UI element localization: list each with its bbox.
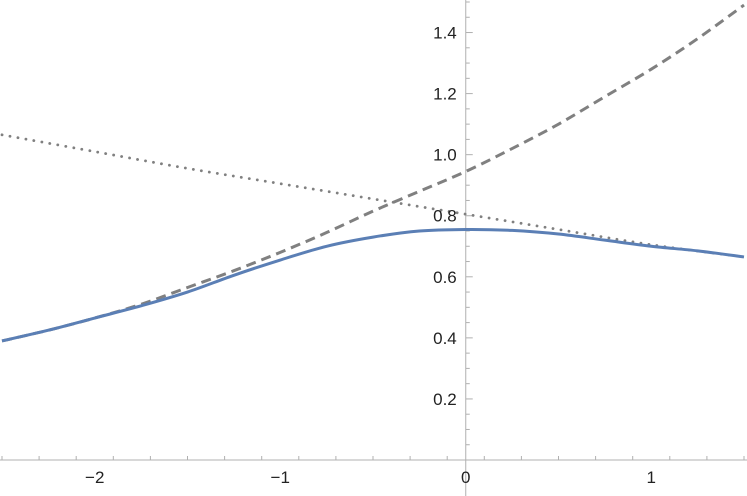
y-tick-label: 0.4 [433, 329, 457, 348]
series-line-solid [1, 227, 745, 343]
y-tick-label: 1.2 [433, 85, 457, 104]
series-line-dotted [0, 133, 746, 259]
y-tick-label: 0.6 [433, 268, 457, 287]
y-tick-label: 0.8 [433, 207, 457, 226]
series-layer [0, 3, 746, 343]
x-tick-label: 1 [647, 468, 656, 487]
series-line-dashed [1, 3, 745, 343]
tick-labels: −2 −1 0 1 0.2 0.4 0.6 0.8 1.0 1.2 1.4 [85, 24, 656, 487]
x-tick-label: 0 [461, 468, 470, 487]
y-tick-label: 1.0 [433, 146, 457, 165]
x-tick-label: −1 [271, 468, 290, 487]
y-tick-label: 0.2 [433, 390, 457, 409]
x-tick-label: −2 [85, 468, 104, 487]
y-tick-label: 1.4 [433, 24, 457, 43]
